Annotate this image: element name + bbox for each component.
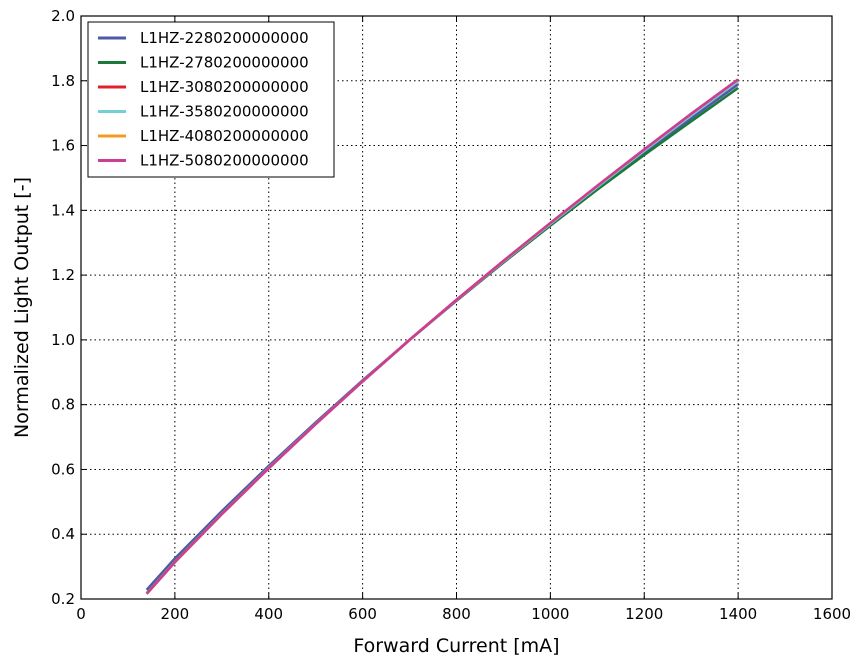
y-tick-label: 1.2 — [51, 266, 75, 284]
y-tick-label: 1.4 — [51, 201, 75, 219]
grid — [81, 16, 832, 599]
y-tick-label: 0.6 — [51, 460, 75, 478]
x-tick-label: 1000 — [531, 605, 569, 623]
x-tick-label: 0 — [76, 605, 86, 623]
y-tick-label: 2.0 — [51, 7, 75, 25]
legend-label: L1HZ-2780200000000 — [140, 54, 309, 72]
y-tick-label: 1.0 — [51, 331, 75, 349]
legend-label: L1HZ-2280200000000 — [140, 29, 309, 47]
x-tick-label: 600 — [348, 605, 377, 623]
legend-box — [87, 21, 335, 178]
y-axis-title: Normalized Light Output [-] — [11, 177, 33, 438]
legend: L1HZ-2280200000000 L1HZ-2780200000000 L1HZ… — [87, 21, 335, 178]
x-tick-label: 800 — [442, 605, 471, 623]
legend-label: L1HZ-4080200000000 — [140, 127, 309, 145]
series-line-6 — [145, 78, 739, 595]
x-tick-label: 200 — [161, 605, 190, 623]
y-tick-label: 0.2 — [51, 590, 75, 608]
y-tick-label: 0.8 — [51, 396, 75, 414]
axis-ticks: 0 200 400 600 800 1000 1200 1400 1600 0.2 0.4 0.6 0.… — [51, 7, 851, 623]
x-tick-label: 1200 — [625, 605, 663, 623]
y-tick-label: 1.6 — [51, 137, 75, 155]
x-axis-title: Forward Current [mA] — [353, 635, 559, 657]
x-tick-label: 1600 — [813, 605, 851, 623]
y-tick-label: 0.4 — [51, 525, 75, 543]
legend-label: L1HZ-5080200000000 — [140, 152, 309, 170]
x-tick-label: 400 — [254, 605, 283, 623]
legend-label: L1HZ-3580200000000 — [140, 103, 309, 121]
x-tick-label: 1400 — [719, 605, 757, 623]
legend-label: L1HZ-3080200000000 — [140, 78, 309, 96]
y-tick-label: 1.8 — [51, 72, 75, 90]
series-lines — [145, 78, 739, 595]
